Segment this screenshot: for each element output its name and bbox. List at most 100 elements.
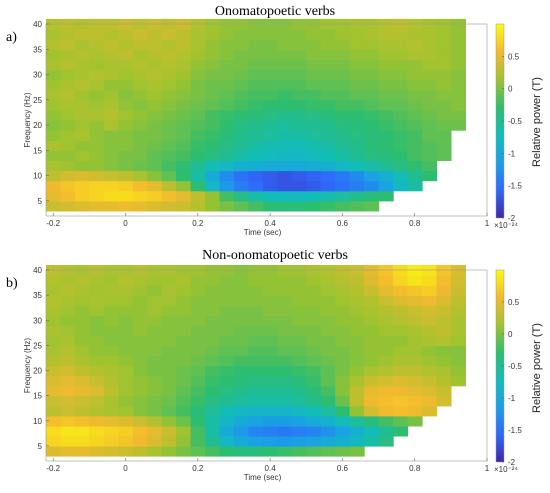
heatmap-cell	[190, 170, 206, 182]
heatmap-cell	[421, 305, 437, 316]
heatmap-cell	[393, 325, 409, 336]
heatmap-cell	[407, 109, 423, 121]
heatmap-cell	[320, 200, 336, 212]
heatmap-cell	[103, 170, 119, 182]
heatmap-cell	[89, 345, 105, 357]
heatmap-cell	[262, 265, 278, 276]
heatmap-cell	[103, 79, 119, 91]
heatmap-cell	[277, 79, 293, 91]
heatmap-cell	[320, 335, 336, 346]
heatmap-cell	[118, 79, 134, 91]
colorbar-tick-label: -0.5	[508, 117, 522, 126]
heatmap-cell	[46, 355, 62, 367]
heatmap-cell	[103, 89, 119, 101]
heatmap-cell	[349, 29, 365, 40]
heatmap-cell	[393, 69, 409, 81]
heatmap-cell	[277, 120, 293, 131]
heatmap-cell	[74, 49, 90, 60]
heatmap-cell	[277, 130, 293, 141]
heatmap-cell	[234, 335, 250, 346]
heatmap-cell	[378, 29, 394, 40]
heatmap-cell	[277, 170, 293, 182]
heatmap-cell	[306, 180, 322, 192]
heatmap-cell	[306, 39, 322, 50]
heatmap-cell	[46, 275, 62, 286]
heatmap-cell	[147, 99, 163, 111]
heatmap-cell	[262, 405, 278, 417]
heatmap-cell	[89, 49, 105, 60]
heatmap-cell	[291, 345, 307, 357]
heatmap-cell	[74, 69, 90, 81]
heatmap-cell	[407, 365, 423, 377]
heatmap-cell	[320, 180, 336, 192]
heatmap-cell	[349, 445, 365, 457]
heatmap-cell	[335, 375, 351, 387]
heatmap-cell	[219, 39, 235, 50]
heatmap-cell	[262, 39, 278, 50]
heatmap-cell	[219, 69, 235, 81]
y-axis-label: Frequency (Hz)	[23, 338, 32, 393]
heatmap-cell	[46, 395, 62, 407]
heatmap-cell	[306, 275, 322, 286]
heatmap-cell	[277, 425, 293, 437]
heatmap-cell	[306, 190, 322, 202]
heatmap-cell	[320, 59, 336, 71]
heatmap-cell	[378, 325, 394, 336]
heatmap-cell	[205, 415, 221, 427]
heatmap-cell	[393, 335, 409, 346]
heatmap-cell	[364, 435, 380, 447]
heatmap-cell	[306, 415, 322, 427]
heatmap-cell	[421, 295, 437, 306]
heatmap-cell	[147, 120, 163, 131]
heatmap-cell	[349, 39, 365, 50]
heatmap-cell	[118, 285, 134, 296]
heatmap-cell	[74, 150, 90, 161]
heatmap-cell	[176, 355, 192, 367]
heatmap-cell	[248, 160, 264, 172]
heatmap-cell	[60, 99, 76, 111]
heatmap-cell	[349, 385, 365, 397]
heatmap-cell	[421, 325, 437, 336]
heatmap-cell	[161, 375, 177, 387]
heatmap-cell	[349, 200, 365, 212]
heatmap-cell	[219, 130, 235, 141]
heatmap-cell	[234, 120, 250, 131]
heatmap-cell	[248, 385, 264, 397]
x-tick-label: 0.2	[192, 464, 204, 473]
heatmap-cell	[364, 285, 380, 296]
panel-label: b)	[6, 276, 18, 291]
heatmap-cell	[190, 385, 206, 397]
heatmap-cell	[234, 325, 250, 336]
heatmap-cell	[378, 395, 394, 407]
heatmap-cell	[103, 305, 119, 316]
heatmap-cell	[205, 150, 221, 161]
heatmap-cell	[60, 345, 76, 357]
heatmap-cell	[364, 29, 380, 40]
heatmap-cell	[132, 405, 148, 417]
heatmap-cell	[277, 325, 293, 336]
heatmap-cell	[89, 295, 105, 306]
heatmap-cell	[364, 405, 380, 417]
heatmap-cell	[306, 345, 322, 357]
heatmap-cell	[161, 200, 177, 212]
heatmap-cell	[393, 59, 409, 71]
heatmap-cell	[335, 395, 351, 407]
heatmap-cell	[176, 79, 192, 91]
x-axis-label: Time (sec)	[244, 473, 282, 482]
heatmap-cell	[147, 200, 163, 212]
heatmap-cell	[161, 415, 177, 427]
heatmap-cell	[320, 69, 336, 81]
heatmap-cell	[378, 39, 394, 50]
heatmap-cell	[378, 190, 394, 202]
heatmap-cell	[118, 405, 134, 417]
heatmap-cell	[291, 295, 307, 306]
heatmap-cell	[176, 315, 192, 326]
heatmap-cell	[364, 39, 380, 50]
heatmap-cell	[262, 445, 278, 457]
heatmap-cell	[103, 120, 119, 131]
heatmap-cell	[161, 355, 177, 367]
heatmap-cell	[364, 150, 380, 161]
heatmap-cell	[248, 365, 264, 377]
heatmap-cell	[161, 365, 177, 377]
heatmap-cell	[349, 130, 365, 141]
